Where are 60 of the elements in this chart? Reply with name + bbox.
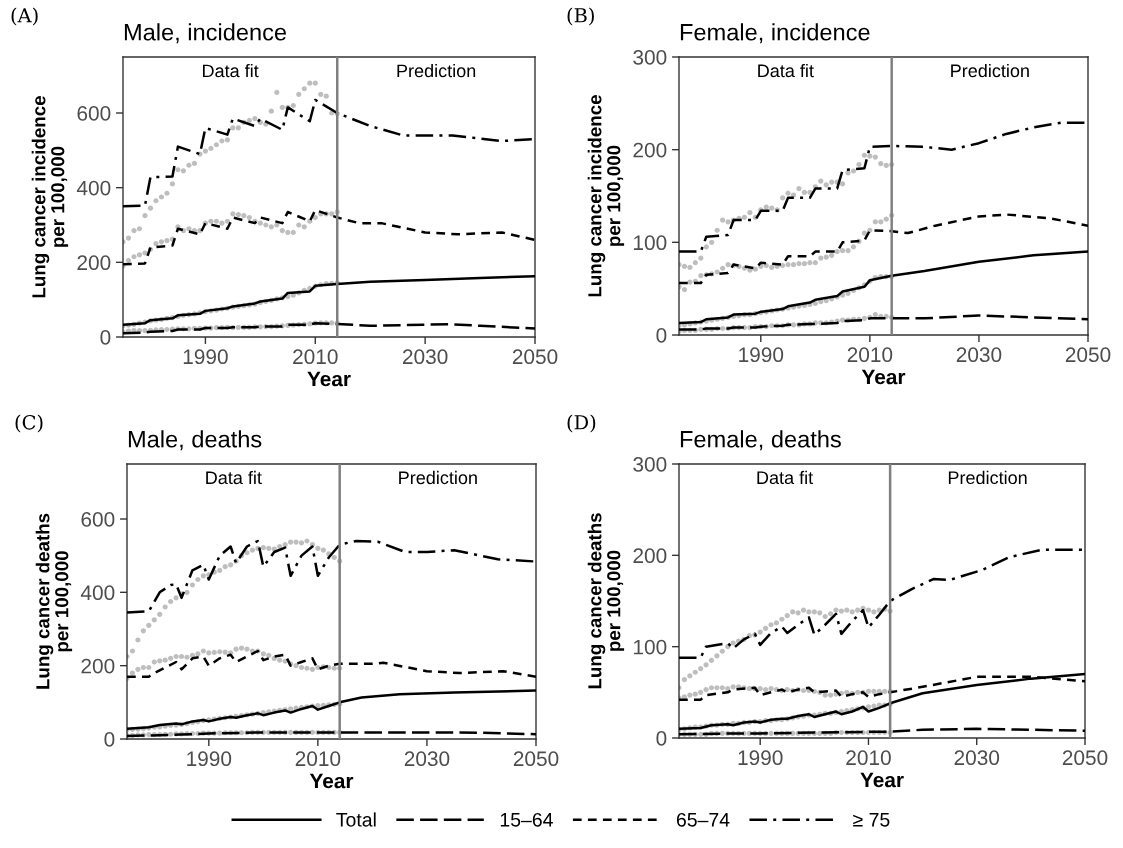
y-tick-label: 0	[656, 328, 667, 343]
y-axis-title: Lung cancer incidence per 100,000	[587, 95, 625, 297]
x-tick-label: 2030	[956, 347, 1002, 363]
y-tick-label: 200	[81, 658, 115, 674]
x-axis-title: Year	[861, 369, 906, 385]
y-tick-label: 600	[77, 106, 111, 121]
legend-label: Total	[336, 812, 376, 827]
x-tick-label: 2050	[513, 751, 559, 767]
text: (B)	[567, 7, 594, 26]
chart-title: Female, deaths	[680, 430, 841, 451]
annotation: Prediction	[948, 470, 1027, 485]
legend-label: 65–74	[676, 812, 730, 827]
x-tick-label: 1990	[739, 347, 784, 363]
y-tick-label: 300	[633, 50, 667, 65]
y-tick-label: 400	[76, 180, 111, 196]
chart-title: Female, incidence	[680, 23, 870, 44]
x-axis-title: Year	[309, 773, 354, 789]
text: (D)	[567, 414, 596, 433]
x-tick-label: 2050	[512, 349, 558, 365]
y-tick-label: 0	[104, 732, 115, 747]
text: (C)	[15, 414, 43, 433]
annotation: Prediction	[951, 63, 1029, 78]
y-tick-label: 200	[77, 255, 111, 271]
chart-title: Male, deaths	[128, 430, 262, 451]
x-tick-label: 2030	[403, 349, 448, 365]
x-tick-label: 1990	[183, 349, 228, 365]
annotation: Prediction	[399, 470, 477, 485]
x-tick-label: 1990	[738, 750, 783, 766]
x-tick-label: 2050	[1065, 347, 1111, 363]
annotation: Data fit	[203, 64, 259, 78]
y-tick-label: 600	[81, 512, 115, 527]
x-tick-label: 2030	[954, 750, 1000, 766]
annotation: Data fit	[758, 63, 814, 78]
text: (A)	[11, 7, 38, 26]
y-axis-title: Lung cancer incidence per 100,000	[31, 96, 69, 298]
y-tick-label: 0	[100, 330, 111, 345]
x-axis-title: Year	[307, 371, 351, 387]
annotation: Prediction	[397, 64, 476, 78]
legend-label: 15–64	[500, 812, 553, 827]
y-tick-label: 400	[80, 585, 115, 601]
x-tick-label: 2010	[295, 751, 341, 767]
chart-title: Male, incidence	[124, 23, 287, 44]
y-tick-label: 200	[633, 142, 667, 158]
y-axis-title: Lung cancer deaths per 100,000	[587, 513, 625, 689]
legend-label: ≥ 75	[853, 813, 890, 827]
x-tick-label: 2010	[293, 349, 338, 365]
x-tick-label: 1990	[187, 751, 232, 767]
annotation: Data fit	[206, 470, 262, 485]
y-axis-title: Lung cancer deaths per 100,000	[35, 513, 73, 689]
y-tick-label: 200	[633, 548, 667, 564]
x-tick-label: 2010	[846, 750, 891, 766]
y-tick-label: 100	[634, 235, 667, 251]
x-axis-title: Year	[860, 772, 904, 788]
x-tick-label: 2030	[404, 751, 450, 767]
x-tick-label: 2010	[847, 347, 893, 363]
y-tick-label: 0	[656, 731, 667, 746]
annotation: Data fit	[757, 470, 814, 485]
y-tick-label: 100	[634, 639, 667, 655]
x-tick-label: 2050	[1062, 750, 1108, 766]
y-tick-label: 300	[633, 457, 667, 472]
